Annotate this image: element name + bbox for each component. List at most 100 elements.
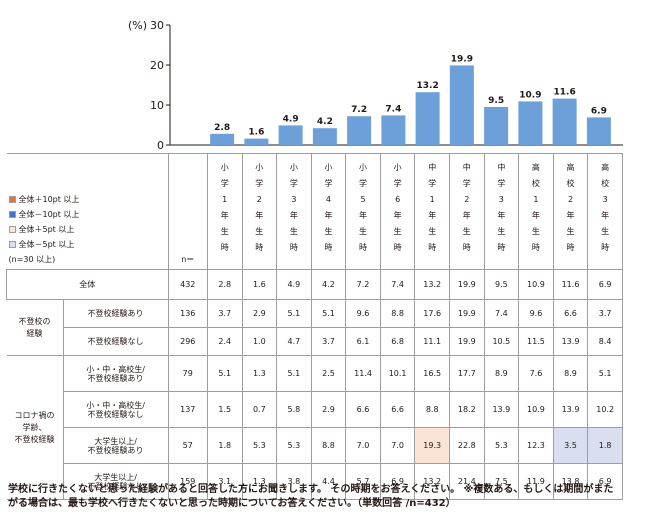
- header-row: 全体＋10pt 以上 全体－10pt 以上 全体＋5pt 以上 全体－5pt 以上 (n…: [6, 153, 623, 270]
- row-label: 不登校経験あり: [62, 299, 169, 328]
- column-header-char: 時: [220, 243, 229, 252]
- bar-value-label: 13.2: [417, 81, 439, 91]
- bar: [244, 138, 269, 145]
- column-header-char: 時: [497, 243, 506, 252]
- table-cell: 1.3: [241, 463, 278, 500]
- table-cell: 19.3: [414, 427, 450, 464]
- table-cell: 5.1: [276, 355, 312, 392]
- legend-note: (n=30 以上): [8, 255, 56, 264]
- legend-item: 全体－5pt 以上: [8, 237, 168, 252]
- legend-item: 全体＋5pt 以上: [8, 222, 168, 237]
- row-label: 小・中・高校生/不登校経験あり: [62, 355, 169, 392]
- table-cell: 8.8: [310, 427, 347, 464]
- table-cell: 10.9: [518, 391, 554, 428]
- table-cell: 7.0: [379, 427, 416, 464]
- table-cell: 4.9: [276, 269, 312, 300]
- bar: [278, 125, 303, 145]
- legend-swatch: [8, 226, 16, 233]
- column-header-char: 小: [220, 163, 229, 172]
- table-cell: 10.1: [379, 355, 416, 392]
- column-header-char: 年: [359, 211, 368, 220]
- table-row: コロナ禍の 学齢、 不登校経験 小・中・高校生/不登校経験あり 79 5.1 1.3 5.1 2…: [6, 355, 623, 500]
- table-cell: 11.5: [518, 327, 554, 356]
- table-cell: 7.6: [518, 355, 554, 392]
- column-header-char: 時: [359, 243, 368, 252]
- table-cell: 13.8: [552, 463, 589, 500]
- column-header-char: 高: [531, 163, 540, 172]
- table-cell: 9.5: [483, 269, 520, 300]
- column-header-char: 学: [428, 179, 437, 188]
- bar-value-label: 1.6: [248, 128, 264, 138]
- table-cell: 3.5: [552, 427, 589, 464]
- table-cell: 8.4: [587, 327, 623, 356]
- table-cell: 17.6: [414, 299, 450, 328]
- table-cell: 0.7: [241, 391, 278, 428]
- column-header-char: 年: [566, 211, 575, 220]
- table-cell: 1.0: [241, 327, 278, 356]
- column-header-char: 校: [531, 179, 540, 188]
- table-cell: 3.7: [587, 299, 623, 328]
- column-header-char: 時: [393, 243, 402, 252]
- column-header-char: 学: [255, 179, 264, 188]
- table-cell: 7.4: [379, 269, 416, 300]
- n-cell: 137: [167, 391, 208, 428]
- bar: [210, 133, 235, 145]
- row-label-line: 不登校経験あり: [87, 373, 144, 383]
- table-cell: 5.3: [241, 427, 278, 464]
- column-header-char: 年: [462, 211, 471, 220]
- n-cell: 159: [167, 463, 208, 500]
- column-header-char: 5: [360, 195, 366, 204]
- table-cell: 9.6: [345, 299, 381, 328]
- y-tick-label: 0: [157, 139, 164, 152]
- column-header-char: 生: [393, 227, 402, 236]
- table-cell: 4.2: [310, 269, 347, 300]
- table-row: 不登校経験なし 296 2.4 1.0 4.7 3.7 6.1 6.8 11.1 19.9 10.5…: [7, 327, 623, 356]
- bar: [347, 116, 372, 145]
- column-header-char: 生: [255, 227, 264, 236]
- group-label-line: 学齢、: [22, 422, 47, 432]
- column-header-char: 3: [498, 195, 504, 204]
- column-header: 小学 2 年生時: [241, 153, 278, 270]
- column-header: 小学 6 年生時: [379, 153, 416, 270]
- row-label-line: 大学生以上/: [94, 472, 137, 482]
- column-header-char: 年: [601, 211, 610, 220]
- column-header-char: 高: [601, 163, 610, 172]
- legend-label: 全体－5pt 以上: [18, 240, 75, 249]
- row-label-line: 小・中・高校生/: [86, 364, 145, 374]
- column-header-char: 中: [462, 163, 471, 172]
- column-header: 小学 1 年生時: [206, 153, 243, 270]
- column-header-char: 高: [566, 163, 575, 172]
- group-label-line: 経験: [26, 328, 43, 338]
- bar-value-label: 7.4: [385, 104, 401, 114]
- n-cell: 79: [167, 355, 208, 392]
- table-cell: 11.1: [414, 327, 450, 356]
- row-label-line: 不登校経験なし: [87, 409, 144, 419]
- table-cell: 8.8: [379, 299, 416, 328]
- question-note: 学校に行きたくないと思った経験があると回答した方にお聞きします。 その時期をお答…: [8, 483, 648, 511]
- column-header: 小学 5 年生時: [345, 153, 381, 270]
- table-cell: 5.8: [276, 391, 312, 428]
- table-cell: 2.4: [206, 327, 243, 356]
- note-line-2: がる場合は、最も学校へ行きたくないと思った時期についてお答えください。（単数回答…: [8, 498, 456, 509]
- legend-swatch: [8, 241, 16, 248]
- table-cell: 5.1: [276, 299, 312, 328]
- bar-value-label: 2.8: [214, 123, 230, 133]
- group-label-line: 不登校の: [18, 316, 51, 326]
- table-cell: 1.8: [587, 427, 623, 464]
- n-cell: 136: [167, 299, 208, 328]
- table-row: 小・中・高校生/不登校経験なし 137 1.5 0.7 5.8 2.9 6.6 6.6 8.8 1…: [7, 391, 623, 428]
- table-cell: 19.9: [448, 299, 485, 328]
- column-header: 中学 2 年生時: [448, 153, 485, 270]
- table-cell: 1.6: [241, 269, 278, 300]
- column-header-char: 生: [220, 227, 229, 236]
- column-header-char: 年: [497, 211, 506, 220]
- column-header-char: 学: [289, 179, 298, 188]
- column-header: 中学 1 年生時: [414, 153, 450, 270]
- legend-label: 全体＋10pt 以上: [18, 195, 80, 204]
- column-header-char: 学: [497, 179, 506, 188]
- column-header: 小学 4 年生時: [310, 153, 347, 270]
- table-cell: 5.1: [206, 355, 243, 392]
- table-row-total: 全体 432 2.8 1.6 4.9 4.2 7.2 7.4 13.2 19.9 9.5 10.9 11…: [6, 269, 623, 300]
- table-cell: 6.6: [552, 299, 589, 328]
- column-header-char: 時: [601, 243, 610, 252]
